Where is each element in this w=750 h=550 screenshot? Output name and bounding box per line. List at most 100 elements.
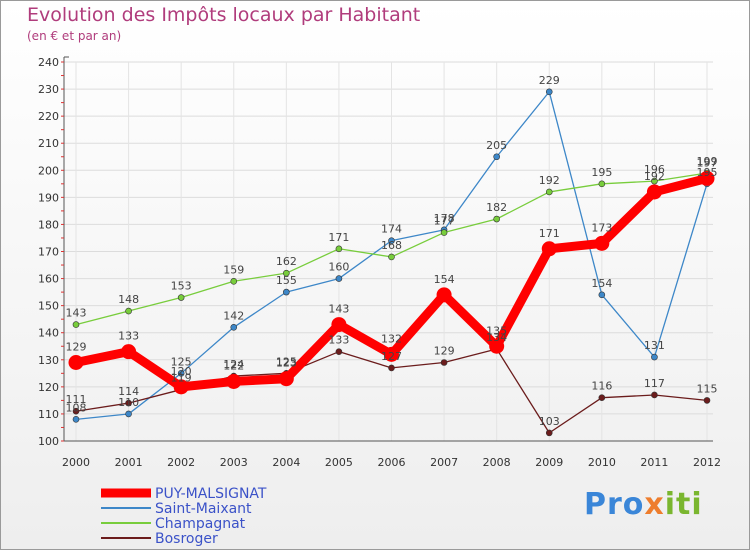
data-label: 192	[539, 174, 560, 187]
data-label: 162	[276, 255, 297, 268]
x-tick-label: 2008	[483, 456, 511, 469]
data-label: 148	[118, 293, 139, 306]
data-label: 129	[66, 340, 87, 353]
y-tick-label: 110	[38, 408, 59, 421]
data-label: 154	[591, 277, 612, 290]
data-point	[541, 241, 557, 257]
legend-label: PUY-MALSIGNAT	[155, 486, 267, 502]
x-tick-label: 2011	[640, 456, 668, 469]
data-label: 160	[328, 261, 349, 274]
y-tick-label: 100	[38, 435, 59, 448]
data-label: 110	[118, 396, 139, 409]
y-tick-label: 140	[38, 327, 59, 340]
data-label: 129	[434, 344, 455, 357]
data-label: 123	[276, 357, 297, 370]
x-tick-label: 2006	[378, 456, 406, 469]
proxiti-logo: Proxiti	[584, 487, 703, 522]
data-point	[440, 229, 448, 236]
data-point	[230, 277, 238, 285]
data-label: 124	[223, 358, 244, 371]
data-label: 114	[118, 385, 139, 398]
y-tick-label: 160	[38, 273, 59, 286]
data-label: 127	[381, 350, 402, 363]
data-label: 142	[223, 309, 244, 322]
data-point	[651, 353, 658, 361]
chart-subtitle: (en € et par an)	[27, 29, 122, 43]
data-label: 131	[644, 339, 665, 352]
data-point	[177, 294, 185, 301]
y-tick-label: 220	[38, 110, 59, 123]
data-point	[335, 275, 343, 282]
x-tick-label: 2000	[62, 456, 90, 469]
data-point	[125, 410, 132, 418]
data-label: 117	[644, 377, 665, 390]
data-point	[121, 344, 137, 360]
data-label: 199	[697, 155, 718, 168]
data-point	[646, 184, 662, 200]
data-label: 178	[434, 212, 455, 225]
data-label: 120	[171, 365, 192, 378]
data-label: 132	[381, 332, 402, 345]
data-label: 135	[486, 324, 507, 337]
data-label: 103	[539, 415, 560, 428]
data-point	[72, 407, 80, 415]
data-point	[331, 317, 347, 333]
data-point	[335, 348, 343, 355]
x-tick-label: 2010	[588, 456, 616, 469]
data-point	[699, 170, 715, 186]
data-point	[230, 323, 238, 331]
y-tick-label: 230	[38, 83, 59, 96]
y-tick-label: 130	[38, 354, 59, 367]
x-tick-label: 2001	[115, 456, 143, 469]
data-label: 197	[697, 156, 718, 169]
data-point	[278, 371, 294, 387]
data-point	[177, 370, 185, 377]
data-label: 159	[223, 263, 244, 276]
data-label: 229	[539, 74, 560, 87]
data-point	[598, 394, 606, 401]
data-point	[125, 307, 132, 315]
data-point	[125, 399, 132, 407]
data-label: 155	[276, 274, 297, 287]
data-label: 196	[644, 163, 665, 176]
data-point	[384, 346, 399, 362]
chart-title: Evolution des Impôts locaux par Habitant	[27, 4, 421, 26]
data-point	[545, 88, 553, 96]
data-point	[703, 397, 711, 404]
data-label: 174	[381, 223, 402, 236]
data-point	[598, 291, 606, 299]
data-label: 173	[591, 221, 612, 234]
data-point	[598, 180, 606, 188]
data-point	[388, 364, 395, 372]
legend-label: Bosroger	[155, 531, 218, 547]
y-tick-label: 200	[38, 164, 59, 177]
data-point	[283, 288, 290, 296]
y-tick-label: 210	[38, 137, 59, 150]
data-point	[594, 235, 610, 251]
x-tick-label: 2002	[167, 456, 195, 469]
data-label: 119	[171, 372, 192, 385]
data-point	[68, 354, 84, 370]
data-point	[440, 359, 448, 366]
data-label: 133	[328, 334, 349, 347]
data-point	[493, 215, 500, 223]
data-point	[388, 253, 395, 261]
data-label: 133	[118, 330, 139, 343]
data-point	[173, 379, 189, 395]
y-tick-label: 170	[38, 246, 59, 259]
data-point	[436, 287, 452, 303]
data-point	[651, 177, 658, 185]
data-label: 134	[486, 331, 507, 344]
data-point	[388, 237, 395, 244]
data-label: 205	[486, 139, 507, 152]
data-label: 125	[276, 355, 297, 368]
y-tick-label: 150	[38, 300, 59, 313]
data-point	[283, 269, 290, 277]
data-label: 154	[434, 273, 455, 286]
data-label: 192	[644, 170, 665, 183]
x-tick-label: 2012	[693, 456, 721, 469]
y-tick-label: 190	[38, 191, 59, 204]
data-label: 115	[697, 382, 718, 395]
